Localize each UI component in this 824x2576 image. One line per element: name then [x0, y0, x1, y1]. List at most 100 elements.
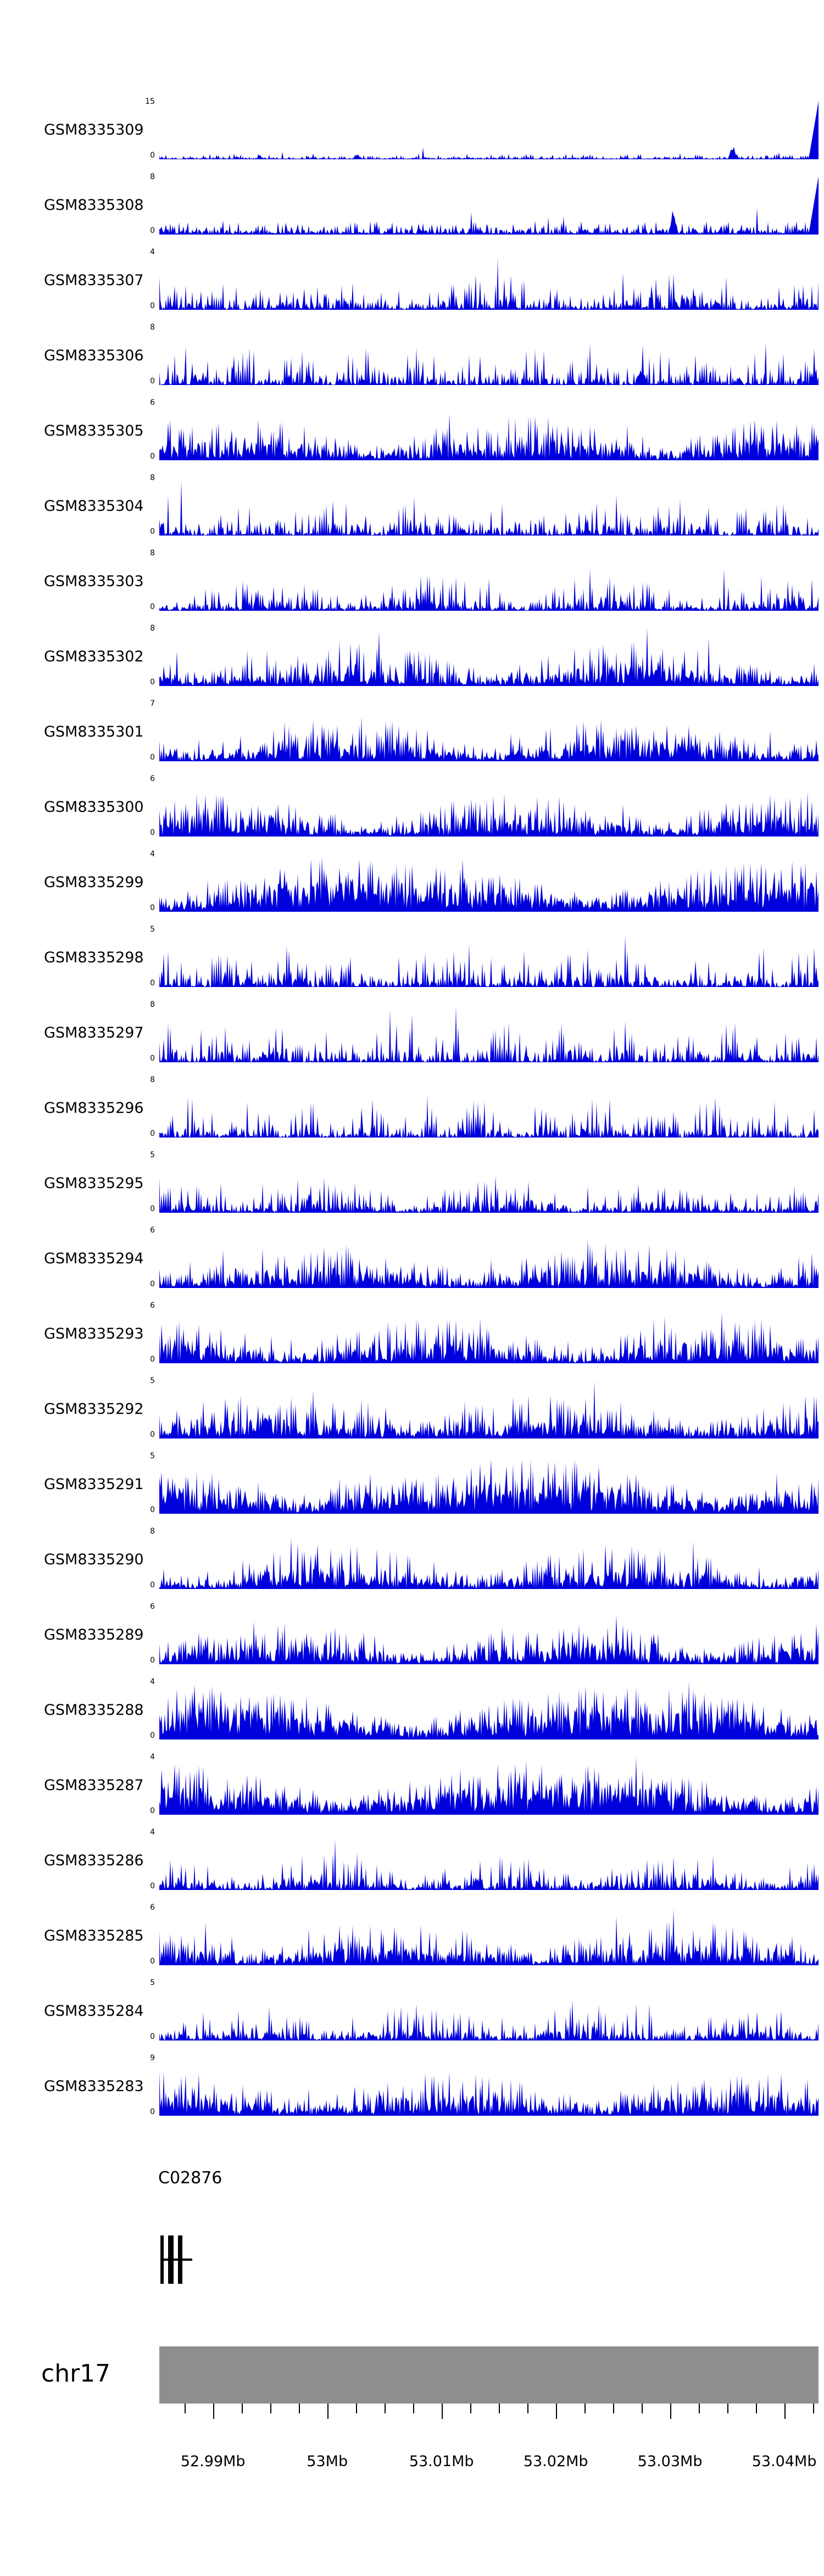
ruler-tick — [184, 2404, 186, 2413]
track-ymin-label: 0 — [150, 603, 155, 611]
track-label: GSM8335308 — [44, 197, 144, 214]
ruler-tick — [584, 2404, 586, 2413]
track-ymax-label: 8 — [150, 624, 155, 633]
track-ymin-label: 0 — [150, 1581, 155, 1590]
signal-track-row: GSM8335295 5 0 — [0, 1146, 824, 1221]
ruler-tick-label: 53.03Mb — [637, 2453, 703, 2470]
signal-area-chart — [159, 176, 819, 235]
signal-area — [159, 2071, 819, 2116]
signal-track-row: GSM8335284 5 0 — [0, 1973, 824, 2049]
chromosome-bar — [159, 2346, 819, 2404]
signal-area — [159, 1096, 819, 1138]
ruler-tick — [613, 2404, 614, 2413]
track-label: GSM8335309 — [44, 121, 144, 138]
signal-area — [159, 1239, 819, 1288]
track-ymin-label: 0 — [150, 1957, 155, 1966]
signal-area — [159, 857, 819, 912]
track-ymin-label: 0 — [150, 1355, 155, 1364]
track-label: GSM8335304 — [44, 498, 144, 515]
signal-track-row: GSM8335288 4 0 — [0, 1672, 824, 1748]
ruler-major-tick — [213, 2404, 214, 2419]
signal-area-chart — [159, 2000, 819, 2040]
ruler-tick — [298, 2404, 300, 2413]
gene-label: C02876 — [158, 2168, 222, 2188]
signal-track-row: GSM8335299 4 0 — [0, 845, 824, 920]
ruler-tick — [527, 2404, 528, 2413]
track-label: GSM8335291 — [44, 1476, 144, 1493]
signal-area — [159, 2000, 819, 2040]
signal-area — [159, 1839, 819, 1890]
track-ymin-label: 0 — [150, 1129, 155, 1138]
track-label: GSM8335290 — [44, 1551, 144, 1568]
ruler-major-tick — [670, 2404, 671, 2419]
ruler-tick — [355, 2404, 357, 2413]
ruler-tick-label: 53Mb — [307, 2453, 348, 2470]
track-ymin-label: 0 — [150, 2032, 155, 2041]
signal-track-row: GSM8335290 8 0 — [0, 1522, 824, 1597]
ruler-tick — [727, 2404, 728, 2413]
signal-area-chart — [159, 1537, 819, 1589]
track-ymax-label: 4 — [150, 1677, 155, 1686]
track-ymax-label: 5 — [150, 925, 155, 934]
ruler-tick — [413, 2404, 414, 2413]
track-ymax-label: 6 — [150, 1903, 155, 1912]
signal-area-chart — [159, 1757, 819, 1815]
signal-track-row: GSM8335306 8 0 — [0, 318, 824, 393]
ruler-tick-label: 53.01Mb — [409, 2453, 474, 2470]
track-label: GSM8335305 — [44, 422, 144, 439]
ruler-tick — [498, 2404, 500, 2413]
signal-area-chart — [159, 857, 819, 912]
signal-area-chart — [159, 568, 819, 611]
signal-area-chart — [159, 481, 819, 536]
signal-track-row: GSM8335302 8 0 — [0, 619, 824, 694]
track-ymin-label: 0 — [150, 1280, 155, 1289]
signal-area — [159, 414, 819, 460]
track-ymin-label: 0 — [150, 979, 155, 988]
track-label: GSM8335301 — [44, 723, 144, 740]
track-ymax-label: 8 — [150, 323, 155, 332]
signal-track-row: GSM8335294 6 0 — [0, 1221, 824, 1296]
signal-area — [159, 1757, 819, 1815]
ruler-tick — [384, 2404, 386, 2413]
track-label: GSM8335300 — [44, 799, 144, 816]
track-ymin-label: 0 — [150, 226, 155, 235]
track-label: GSM8335299 — [44, 874, 144, 891]
track-label: GSM8335302 — [44, 648, 144, 665]
signal-track-row: GSM8335305 6 0 — [0, 393, 824, 469]
signal-track-row: GSM8335293 6 0 — [0, 1296, 824, 1371]
track-ymax-label: 8 — [150, 1000, 155, 1009]
signal-area — [159, 935, 819, 987]
track-ymax-label: 5 — [150, 1452, 155, 1460]
signal-area — [159, 101, 819, 159]
track-ymax-label: 9 — [150, 2054, 155, 2062]
signal-area-chart — [159, 2071, 819, 2116]
track-ymax-label: 8 — [150, 1527, 155, 1536]
signal-track-row: GSM8335291 5 0 — [0, 1447, 824, 1522]
signal-area-chart — [159, 258, 819, 310]
track-ymax-label: 6 — [150, 1602, 155, 1611]
track-label: GSM8335298 — [44, 949, 144, 966]
track-ymax-label: 4 — [150, 1828, 155, 1837]
ruler-tick — [470, 2404, 471, 2413]
ruler-tick-label: 53.02Mb — [523, 2453, 588, 2470]
signal-area-chart — [159, 1007, 819, 1062]
track-ymin-label: 0 — [150, 828, 155, 837]
signal-area — [159, 717, 819, 761]
chromosome-label: chr17 — [41, 2360, 111, 2388]
ruler-tick — [641, 2404, 643, 2413]
track-ymax-label: 4 — [150, 850, 155, 858]
gene-line — [160, 2259, 192, 2261]
track-ymin-label: 0 — [150, 527, 155, 536]
track-label: GSM8335293 — [44, 1325, 144, 1342]
signal-area-chart — [159, 791, 819, 837]
signal-area-chart — [159, 1909, 819, 1965]
signal-area — [159, 1681, 819, 1739]
track-ymin-label: 0 — [150, 452, 155, 461]
track-ymax-label: 5 — [150, 1376, 155, 1385]
signal-track-row: GSM8335304 8 0 — [0, 469, 824, 544]
track-label: GSM8335294 — [44, 1250, 144, 1267]
gene-model-glyph — [160, 2235, 204, 2284]
track-ymin-label: 0 — [150, 1806, 155, 1815]
track-ymax-label: 7 — [150, 699, 155, 708]
